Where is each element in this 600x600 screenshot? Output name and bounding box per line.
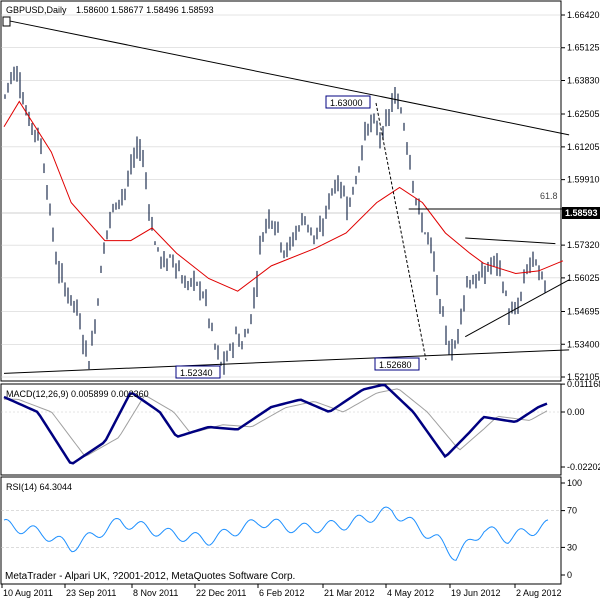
macd-tick-label: -0.022021 <box>567 462 600 472</box>
time-axis: 10 Aug 2011 23 Sep 2011 8 Nov 2011 22 Dec 2… <box>1 584 562 598</box>
price-tick-label: 1.65125 <box>567 43 600 53</box>
time-tick-label: 23 Sep 2011 <box>66 588 116 598</box>
high-label: 1.63000 <box>330 98 363 108</box>
rsi-title: RSI(14) 64.3044 <box>6 482 72 492</box>
copyright-text: MetaTrader - Alpari UK, ?2001-2012, Meta… <box>5 571 295 582</box>
trendline-triangle-upper[interactable] <box>465 237 556 245</box>
price-tick-label: 1.66420 <box>567 10 600 20</box>
ohlc-values: 1.58600 1.58677 1.58496 1.58593 <box>76 5 214 15</box>
rsi-tick-label: 70 <box>567 506 577 516</box>
price-tick-label: 1.61205 <box>567 142 600 152</box>
rsi-grid <box>1 510 561 548</box>
price-bars <box>4 65 546 375</box>
fib-label: 61.8 <box>540 191 558 201</box>
macd-title: MACD(12,26,9) 0.005899 0.002360 <box>6 389 149 399</box>
price-tick-label: 1.62505 <box>567 109 600 119</box>
time-tick-label: 4 May 2012 <box>387 588 434 598</box>
rsi-tick-label: 30 <box>567 542 577 552</box>
low-left-label-box <box>175 365 221 379</box>
dashed-swing-line <box>375 102 427 361</box>
symbol-timeframe: GBPUSD,Daily <box>6 5 67 15</box>
price-axis: 1.66420 1.65125 1.63830 1.62505 1.61205 1.599… <box>561 10 600 382</box>
trendline-lower-support[interactable] <box>3 349 570 374</box>
low-right-label-box <box>374 357 420 371</box>
time-tick-label: 2 Aug 2012 <box>516 588 562 598</box>
rsi-line <box>3 506 549 561</box>
macd-tick-label: 0.011168 <box>567 379 600 389</box>
time-tick-label: 10 Aug 2011 <box>3 588 53 598</box>
rsi-tick-label: 0 <box>567 570 572 580</box>
price-grid <box>1 14 561 378</box>
time-tick-label: 22 Dec 2011 <box>196 588 246 598</box>
low-left-label: 1.52340 <box>180 368 213 378</box>
moving-average-line <box>3 100 564 292</box>
price-tick-label: 1.52105 <box>567 372 600 382</box>
rsi-panel[interactable] <box>0 476 562 585</box>
trendlines <box>3 19 570 374</box>
macd-line <box>3 383 548 465</box>
price-tick-label: 1.57320 <box>567 240 600 250</box>
high-label-box <box>325 95 371 109</box>
time-tick-label: 8 Nov 2011 <box>133 588 178 598</box>
chart-menu-icon[interactable] <box>2 16 11 27</box>
time-tick-label: 19 Jun 2012 <box>451 588 501 598</box>
trendline-triangle-lower[interactable] <box>465 279 570 338</box>
current-price-marker <box>562 207 600 219</box>
time-tick-label: 6 Feb 2012 <box>259 588 305 598</box>
current-price: 1.58593 <box>565 208 598 218</box>
macd-tick-label: 0.00 <box>567 407 585 417</box>
price-tick-label: 1.53400 <box>567 339 600 349</box>
trendline-upper-resistance[interactable] <box>3 19 570 136</box>
price-tick-label: 1.54695 <box>567 307 600 317</box>
macd-axis: 0.011168 0.00 -0.022021 <box>561 379 600 472</box>
low-right-label: 1.52680 <box>379 360 412 370</box>
macd-panel[interactable] <box>0 383 562 476</box>
price-tick-label: 1.56025 <box>567 273 600 283</box>
rsi-axis: 100 70 30 0 <box>561 478 582 580</box>
price-panel[interactable] <box>0 0 562 382</box>
time-tick-label: 21 Mar 2012 <box>324 588 375 598</box>
price-tick-label: 1.63830 <box>567 75 600 85</box>
rsi-tick-label: 100 <box>567 478 582 488</box>
price-tick-label: 1.59910 <box>567 175 600 185</box>
